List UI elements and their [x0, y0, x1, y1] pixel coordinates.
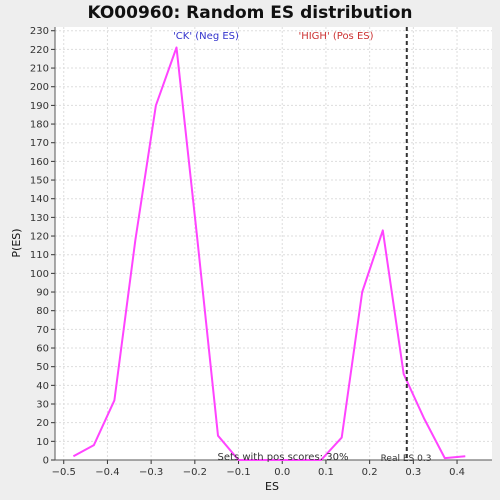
neg-es-label: 'CK' (Neg ES) [173, 31, 239, 42]
y-tick-label: 160 [30, 157, 49, 168]
x-tick-label: −0.5 [52, 467, 76, 478]
y-tick-label: 90 [36, 288, 49, 299]
y-tick-label: 150 [30, 176, 49, 187]
y-tick-label: 210 [30, 64, 49, 75]
x-tick-label: −0.3 [139, 467, 163, 478]
pos-es-label: 'HIGH' (Pos ES) [298, 31, 373, 42]
y-tick-label: 220 [30, 45, 49, 56]
y-tick-label: 0 [43, 456, 49, 467]
y-tick-label: 120 [30, 232, 49, 243]
y-tick-label: 190 [30, 101, 49, 112]
x-tick-label: 0.3 [405, 467, 421, 478]
x-tick-label: 0.2 [362, 467, 378, 478]
x-tick-label: 0.4 [449, 467, 465, 478]
y-tick-label: 100 [30, 269, 49, 280]
y-tick-label: 230 [30, 26, 49, 37]
plot-area [55, 27, 492, 460]
x-tick-label: −0.4 [95, 467, 119, 478]
x-axis: −0.5 −0.4 −0.3 −0.2 −0.1 0.0 0.1 0.2 0.3 0.4 [52, 459, 492, 478]
y-axis: 0 10 20 30 40 50 60 70 80 90 100 110 120 130 140 150 160… [30, 26, 56, 467]
grid-lines [55, 27, 492, 461]
y-tick-label: 60 [36, 344, 49, 355]
real-es-label: Real ES 0.3 [381, 454, 432, 464]
x-tick-label: −0.2 [183, 467, 207, 478]
y-tick-label: 110 [30, 250, 49, 261]
es-distribution-line [72, 46, 466, 461]
x-tick-label: −0.1 [226, 467, 250, 478]
y-tick-label: 10 [36, 437, 49, 448]
y-tick-label: 50 [36, 362, 49, 373]
y-tick-label: 70 [36, 325, 49, 336]
y-tick-label: 80 [36, 306, 49, 317]
y-tick-label: 30 [36, 400, 49, 411]
chart-title: KO00960: Random ES distribution [87, 3, 412, 23]
y-tick-label: 180 [30, 120, 49, 131]
x-tick-label: 0.0 [274, 467, 290, 478]
y-tick-label: 40 [36, 381, 49, 392]
y-tick-label: 130 [30, 213, 49, 224]
y-axis-label: P(ES) [10, 228, 23, 257]
x-tick-label: 0.1 [318, 467, 334, 478]
y-tick-label: 140 [30, 194, 49, 205]
series-layer [72, 46, 466, 461]
x-axis-label: ES [265, 480, 279, 493]
y-tick-label: 170 [30, 138, 49, 149]
y-tick-label: 200 [30, 82, 49, 93]
y-tick-label: 20 [36, 418, 49, 429]
pos-scores-label: Sets with pos scores: 30% [218, 452, 349, 463]
